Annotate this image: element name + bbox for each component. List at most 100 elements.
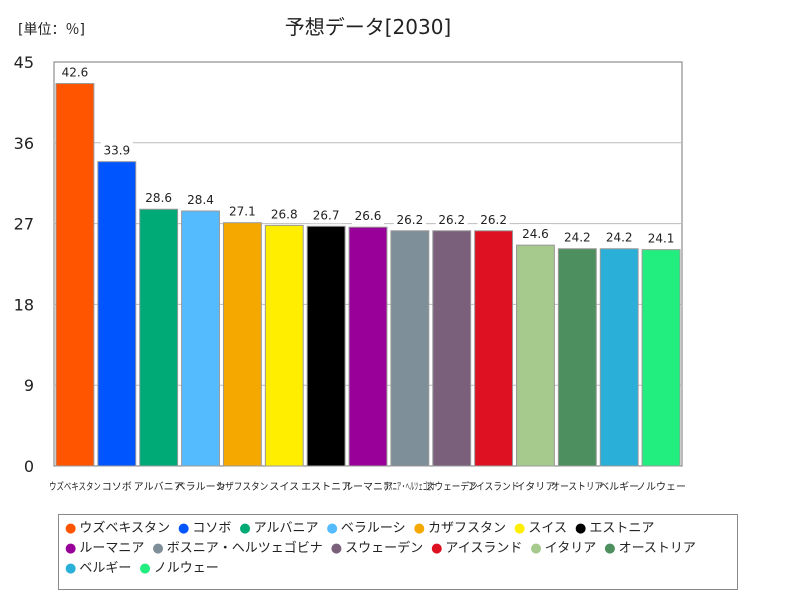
x-tick-label: カザフスタン — [216, 481, 268, 493]
bar — [306, 225, 346, 467]
legend-item: ● スウェーデン — [331, 539, 423, 559]
x-tick-label: ボスニア・ヘルツェゴビナ — [384, 480, 436, 493]
value-label: 24.6 — [522, 227, 549, 241]
x-tick-label: スイス — [269, 482, 299, 493]
value-label-bg — [435, 209, 468, 228]
legend-label: アイスランド — [445, 541, 523, 556]
y-tick-label: 9 — [24, 376, 34, 395]
value-label: 26.6 — [355, 209, 382, 223]
legend-marker-icon: ● — [152, 541, 164, 556]
value-label: 26.8 — [271, 207, 298, 221]
value-label: 26.7 — [313, 208, 340, 222]
legend-item: ● コソボ — [178, 519, 231, 539]
legend-label: ノルウェー — [153, 561, 219, 576]
legend-marker-icon: ● — [65, 561, 77, 576]
value-label-bg — [603, 227, 636, 246]
legend-marker-icon: ● — [574, 521, 587, 536]
x-tick-label: スウェーデン — [426, 480, 478, 493]
legend-label: ルーマニア — [79, 541, 145, 556]
x-tick-label: ルーマニア — [343, 482, 393, 493]
bar — [97, 161, 137, 467]
legend-label: ボスニア・ヘルツェゴビナ — [166, 541, 323, 556]
x-tick-label: アイスランド — [468, 481, 520, 493]
legend-marker-icon: ● — [604, 541, 616, 556]
value-label: 26.2 — [438, 213, 465, 227]
value-label: 28.4 — [187, 193, 214, 207]
legend-item: ● アイスランド — [431, 539, 522, 559]
value-label: 42.6 — [62, 66, 89, 80]
bar — [474, 230, 514, 467]
legend-marker-icon: ● — [431, 541, 443, 556]
legend-item: ● ウズベキスタン — [65, 519, 170, 539]
value-label-bg — [352, 206, 384, 225]
legend-label: ベルギー — [79, 561, 132, 576]
bar — [139, 208, 179, 467]
legend-marker-icon: ● — [326, 521, 338, 536]
bar — [641, 249, 681, 467]
legend-item: ● ルーマニア — [65, 539, 144, 559]
value-label-bg — [184, 190, 217, 209]
value-label: 24.2 — [564, 231, 591, 245]
value-label-bg — [477, 209, 510, 228]
value-label-bg — [142, 188, 175, 207]
legend-label: アルバニア — [253, 521, 319, 536]
bar — [432, 230, 472, 467]
bar — [181, 210, 220, 467]
legend-item: ● ベラルーシ — [327, 519, 406, 539]
y-tick-label: 27 — [14, 215, 34, 234]
legend-marker-icon: ● — [413, 521, 425, 536]
x-tick-label: ベラルーシ — [176, 481, 226, 493]
y-tick-label: 36 — [14, 134, 34, 153]
bar — [557, 248, 597, 467]
x-tick-label: ベルギー — [599, 481, 639, 493]
value-label-bg — [58, 62, 91, 81]
x-tick-label: エストニア — [301, 482, 351, 493]
value-label: 28.6 — [145, 191, 172, 205]
legend-item: ● オーストリア — [604, 539, 696, 559]
value-label: 27.1 — [229, 205, 256, 219]
value-label-bg — [519, 224, 552, 243]
legend-label: コソボ — [192, 521, 232, 536]
value-label: 33.9 — [103, 144, 130, 158]
legend-label: ベラルーシ — [340, 521, 406, 536]
y-tick-label: 0 — [24, 457, 34, 476]
legend-item: ● イタリア — [530, 539, 596, 559]
value-label-bg — [310, 205, 343, 224]
value-label-bg — [561, 227, 594, 246]
legend-item: ● エストニア — [575, 519, 654, 539]
legend-marker-icon: ● — [65, 521, 77, 536]
legend-marker-icon: ● — [514, 521, 526, 536]
bar-chart: [単位：％] 予想データ[2030] 0 9 18 27 36 45 42.6 ウズベキスタン… — [14, 15, 686, 493]
legend: ● ウズベキスタン ● コソボ ● アルバニア ● ベラルーシ ● カザフスタン ● スイス ● エストニ… — [58, 514, 738, 590]
chart-title: 予想データ[2030] — [285, 15, 452, 39]
legend-item: ● カザフスタン — [414, 519, 506, 539]
legend-label: スウェーデン — [345, 541, 424, 556]
bar — [516, 244, 555, 467]
x-tick-label: ノルウェー — [636, 481, 686, 493]
legend-label: エストニア — [589, 521, 655, 536]
value-label-bg — [226, 201, 259, 220]
x-tick-label: イタリア — [515, 481, 555, 493]
legend-label: イタリア — [544, 541, 597, 556]
legend-label: オーストリア — [618, 541, 696, 556]
bar — [55, 83, 95, 467]
x-tick-label: アルバニア — [134, 481, 184, 493]
bar — [222, 222, 262, 467]
bar — [348, 226, 388, 467]
legend-label: カザフスタン — [427, 521, 506, 536]
value-label: 26.2 — [397, 213, 424, 227]
legend-label: ウズベキスタン — [79, 521, 170, 536]
legend-item: ● ノルウェー — [139, 559, 218, 579]
value-label-bg — [393, 209, 426, 228]
x-tick-label: ウズベキスタン — [49, 480, 101, 493]
x-tick-label: オーストリア — [551, 481, 603, 493]
value-label: 26.2 — [480, 213, 507, 227]
legend-item: ● ベルギー — [65, 559, 131, 579]
x-tick-label: コソボ — [102, 481, 132, 493]
value-label: 24.2 — [606, 231, 633, 245]
unit-label: [単位：％] — [18, 22, 85, 38]
bar — [599, 248, 639, 467]
legend-item: ● アルバニア — [239, 519, 318, 539]
legend-marker-icon: ● — [330, 541, 343, 556]
